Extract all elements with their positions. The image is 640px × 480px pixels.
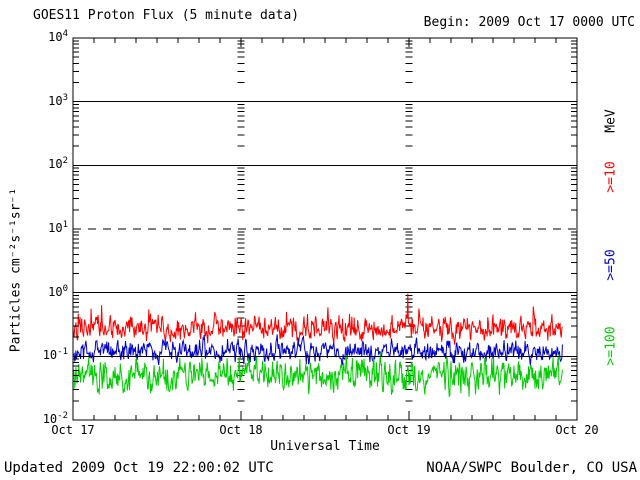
updated-timestamp: Updated 2009 Oct 19 22:00:02 UTC <box>4 460 274 476</box>
begin-time-label: Begin: 2009 Oct 17 0000 UTC <box>423 15 635 30</box>
series-label-100: >=100 <box>603 326 619 366</box>
y-tick-label: 10-1 <box>42 347 68 363</box>
y-tick-label: 102 <box>48 156 68 172</box>
series-label-10: >=10 <box>603 161 619 193</box>
x-tick-label: Oct 18 <box>219 423 263 437</box>
x-tick-label: Oct 17 <box>51 423 95 437</box>
y-tick-label: 10-2 <box>42 411 68 426</box>
y-tick-label: 103 <box>48 92 68 108</box>
y-tick-label: 104 <box>48 29 68 44</box>
unit-label: MeV <box>603 109 619 133</box>
source-credit: NOAA/SWPC Boulder, CO USA <box>426 460 637 476</box>
x-tick-label: Oct 20 <box>555 423 599 437</box>
x-tick-label: Oct 19 <box>387 423 431 437</box>
x-axis-title: Universal Time <box>270 439 380 454</box>
y-tick-label: 101 <box>48 220 68 235</box>
y-tick-label: 100 <box>48 283 68 299</box>
y-axis-title: Particles cm⁻²s⁻¹sr⁻¹ <box>8 187 24 353</box>
series-label-50: >=50 <box>603 249 619 281</box>
chart-title: GOES11 Proton Flux (5 minute data) <box>33 8 300 23</box>
